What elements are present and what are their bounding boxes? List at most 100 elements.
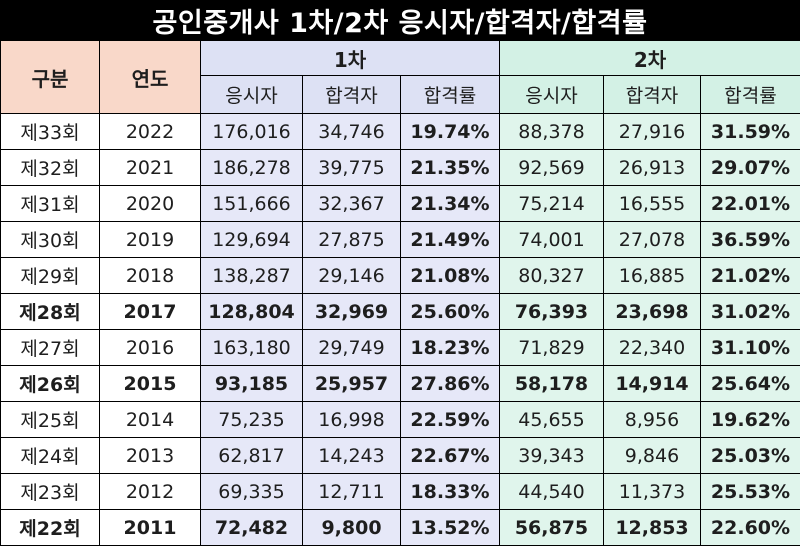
cell-applicants-2: 76,393 bbox=[500, 294, 604, 330]
cell-pass-rate-1: 25.60% bbox=[401, 294, 500, 330]
cell-pass-rate-1: 18.33% bbox=[401, 474, 500, 510]
cell-passers-1: 27,875 bbox=[303, 222, 401, 258]
cell-passers-1: 32,969 bbox=[303, 294, 401, 330]
cell-round: 제28회 bbox=[1, 294, 100, 330]
cell-pass-rate-2: 31.10% bbox=[701, 330, 800, 366]
cell-pass-rate-2: 21.02% bbox=[701, 258, 800, 294]
header-category: 구분 bbox=[1, 41, 100, 114]
cell-pass-rate-1: 22.67% bbox=[401, 438, 500, 474]
cell-pass-rate-2: 31.02% bbox=[701, 294, 800, 330]
cell-year: 2015 bbox=[100, 366, 201, 402]
cell-round: 제27회 bbox=[1, 330, 100, 366]
cell-passers-2: 8,956 bbox=[604, 402, 701, 438]
cell-passers-1: 25,957 bbox=[303, 366, 401, 402]
cell-applicants-1: 151,666 bbox=[201, 186, 303, 222]
cell-applicants-1: 69,335 bbox=[201, 474, 303, 510]
cell-round: 제30회 bbox=[1, 222, 100, 258]
cell-pass-rate-2: 31.59% bbox=[701, 114, 800, 150]
cell-passers-1: 29,146 bbox=[303, 258, 401, 294]
cell-pass-rate-1: 13.52% bbox=[401, 510, 500, 546]
cell-pass-rate-2: 25.53% bbox=[701, 474, 800, 510]
cell-round: 제23회 bbox=[1, 474, 100, 510]
cell-pass-rate-2: 25.03% bbox=[701, 438, 800, 474]
cell-passers-1: 39,775 bbox=[303, 150, 401, 186]
header-year: 연도 bbox=[100, 41, 201, 114]
cell-round: 제32회 bbox=[1, 150, 100, 186]
cell-year: 2016 bbox=[100, 330, 201, 366]
cell-pass-rate-2: 36.59% bbox=[701, 222, 800, 258]
cell-year: 2020 bbox=[100, 186, 201, 222]
header-passers-1: 합격자 bbox=[303, 76, 401, 114]
cell-applicants-2: 44,540 bbox=[500, 474, 604, 510]
cell-applicants-1: 75,235 bbox=[201, 402, 303, 438]
cell-passers-2: 22,340 bbox=[604, 330, 701, 366]
cell-passers-1: 14,243 bbox=[303, 438, 401, 474]
cell-round: 제22회 bbox=[1, 510, 100, 546]
cell-pass-rate-2: 29.07% bbox=[701, 150, 800, 186]
cell-passers-2: 9,846 bbox=[604, 438, 701, 474]
cell-pass-rate-1: 21.35% bbox=[401, 150, 500, 186]
cell-applicants-2: 56,875 bbox=[500, 510, 604, 546]
cell-passers-2: 27,916 bbox=[604, 114, 701, 150]
cell-passers-2: 16,885 bbox=[604, 258, 701, 294]
cell-passers-2: 12,853 bbox=[604, 510, 701, 546]
page-title: 공인중개사 1차/2차 응시자/합격자/합격률 bbox=[0, 0, 800, 40]
cell-applicants-1: 72,482 bbox=[201, 510, 303, 546]
cell-pass-rate-2: 25.64% bbox=[701, 366, 800, 402]
header-passers-2: 합격자 bbox=[604, 76, 701, 114]
cell-passers-2: 23,698 bbox=[604, 294, 701, 330]
header-applicants-1: 응시자 bbox=[201, 76, 303, 114]
cell-pass-rate-1: 22.59% bbox=[401, 402, 500, 438]
header-group-2: 2차 bbox=[500, 41, 800, 76]
cell-round: 제29회 bbox=[1, 258, 100, 294]
cell-applicants-2: 39,343 bbox=[500, 438, 604, 474]
cell-applicants-2: 80,327 bbox=[500, 258, 604, 294]
cell-applicants-2: 71,829 bbox=[500, 330, 604, 366]
cell-applicants-1: 176,016 bbox=[201, 114, 303, 150]
header-pass-rate-2: 합격률 bbox=[701, 76, 800, 114]
cell-passers-2: 27,078 bbox=[604, 222, 701, 258]
cell-applicants-1: 128,804 bbox=[201, 294, 303, 330]
cell-applicants-2: 92,569 bbox=[500, 150, 604, 186]
cell-passers-2: 26,913 bbox=[604, 150, 701, 186]
cell-applicants-2: 88,378 bbox=[500, 114, 604, 150]
cell-pass-rate-1: 21.49% bbox=[401, 222, 500, 258]
cell-applicants-1: 138,287 bbox=[201, 258, 303, 294]
cell-passers-2: 16,555 bbox=[604, 186, 701, 222]
cell-year: 2014 bbox=[100, 402, 201, 438]
cell-year: 2021 bbox=[100, 150, 201, 186]
cell-passers-2: 14,914 bbox=[604, 366, 701, 402]
cell-year: 2019 bbox=[100, 222, 201, 258]
cell-round: 제24회 bbox=[1, 438, 100, 474]
cell-applicants-1: 186,278 bbox=[201, 150, 303, 186]
cell-passers-1: 34,746 bbox=[303, 114, 401, 150]
cell-round: 제31회 bbox=[1, 186, 100, 222]
cell-passers-2: 11,373 bbox=[604, 474, 701, 510]
header-pass-rate-1: 합격률 bbox=[401, 76, 500, 114]
cell-applicants-1: 93,185 bbox=[201, 366, 303, 402]
cell-applicants-2: 75,214 bbox=[500, 186, 604, 222]
cell-passers-1: 16,998 bbox=[303, 402, 401, 438]
cell-passers-1: 32,367 bbox=[303, 186, 401, 222]
cell-pass-rate-2: 22.60% bbox=[701, 510, 800, 546]
cell-year: 2011 bbox=[100, 510, 201, 546]
cell-year: 2013 bbox=[100, 438, 201, 474]
cell-round: 제25회 bbox=[1, 402, 100, 438]
cell-applicants-2: 58,178 bbox=[500, 366, 604, 402]
cell-pass-rate-1: 27.86% bbox=[401, 366, 500, 402]
cell-round: 제26회 bbox=[1, 366, 100, 402]
cell-year: 2012 bbox=[100, 474, 201, 510]
cell-passers-1: 29,749 bbox=[303, 330, 401, 366]
